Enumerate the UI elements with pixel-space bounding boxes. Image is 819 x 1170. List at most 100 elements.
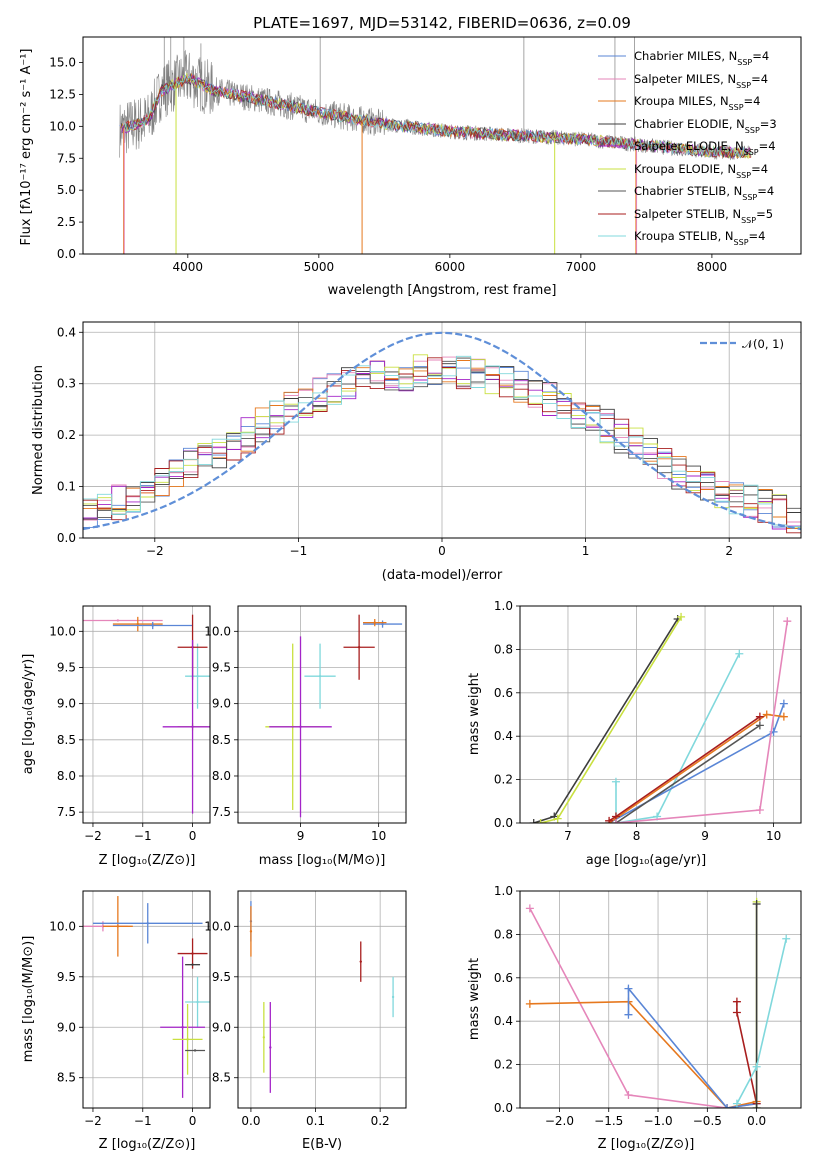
legend-value: =5 (756, 207, 773, 221)
tick-label-x: 8000 (697, 260, 728, 274)
axes-frame (237, 605, 407, 824)
data-point-salpeter-elodie (299, 725, 302, 728)
model-line-kroupa-stelib (123, 74, 752, 159)
tick-label-y: 0.6 (494, 971, 513, 985)
tick-label-x: 7 (564, 829, 572, 843)
tick-label-y: 10.0 (49, 919, 76, 933)
marker-kroupa-miles (762, 710, 771, 719)
axes-frame (82, 890, 211, 1109)
marker-kroupa-stelib (735, 649, 744, 658)
legend-label-chabrier-stelib: Chabrier STELIB, NSSP=4 (634, 184, 774, 202)
data-point-kroupa-elodie (262, 1036, 266, 1039)
legend-text: Salpeter STELIB, N (634, 207, 741, 221)
legend-value: =4 (752, 49, 769, 63)
mass-weight-vs-age-xlabel: age [log₁₀(age/yr)] (586, 853, 707, 868)
tick-label-x: −1.0 (643, 1114, 672, 1128)
data-point-kroupa-miles (136, 622, 139, 626)
tick-label-y: 9.5 (57, 970, 76, 984)
tick-label-y: 9.0 (57, 1020, 76, 1034)
tick-label-x: 0.1 (306, 1114, 325, 1128)
marker-salpeter-miles (755, 805, 764, 814)
tick-label-y: 8.5 (57, 1071, 76, 1085)
marker-salpeter-stelib (732, 1008, 741, 1017)
data-point-kroupa-stelib (196, 674, 199, 678)
tick-label-x: 10 (371, 829, 386, 843)
series-line-chabrier-miles (627, 986, 757, 1108)
plot-body (83, 896, 210, 1098)
tick-label-y: 10.0 (204, 624, 231, 638)
grid (83, 606, 210, 823)
legend-label-salpeter-elodie: Salpeter ELODIE, NSSP=4 (634, 139, 776, 157)
tick-label-y: 8.5 (212, 733, 231, 747)
legend-value: =4 (744, 94, 761, 108)
data-point-kroupa-stelib (391, 995, 395, 999)
legend-value: =3 (760, 117, 777, 131)
legend-text: Chabrier ELODIE, N (634, 117, 745, 131)
mass-vs-metallicity-plot: −2 −1 0 8.5 9.0 9.5 10.0 (49, 890, 211, 1128)
marker-salpeter-stelib (755, 712, 764, 721)
tick-label-y: 0.6 (494, 686, 513, 700)
legend-label-chabrier-elodie: Chabrier ELODIE, NSSP=3 (634, 117, 777, 135)
axes-frame (519, 605, 802, 824)
tick-label-y: 0.0 (57, 531, 76, 545)
spectrum-xlabel: wavelength [Angstrom, rest frame] (328, 283, 557, 298)
residuals-xlabel: (data-model)/error (382, 568, 503, 583)
tick-label-y: 7.5 (57, 805, 76, 819)
tick-label-y: 12.5 (49, 87, 76, 101)
legend-value: =4 (759, 139, 776, 153)
series-line-chabrier-stelib (615, 724, 761, 823)
spectrum-legend: Chabrier MILES, NSSP=4 Salpeter MILES, N… (598, 49, 777, 247)
marker-kroupa-miles (779, 712, 788, 721)
tick-label-y: 9.0 (212, 1020, 231, 1034)
tick-label-y: 0.0 (57, 247, 76, 261)
marker-salpeter-stelib (732, 997, 741, 1006)
plot-body (83, 614, 210, 814)
data-point-chabrier-miles (146, 922, 149, 925)
tick-label-x: −1 (134, 1114, 152, 1128)
figure-title: PLATE=1697, MJD=53142, FIBERID=0636, z=0… (253, 14, 631, 32)
tick-label-y: 0.4 (494, 729, 513, 743)
marker-chabrier-miles (779, 699, 788, 708)
tick-label-x: 0.0 (747, 1114, 766, 1128)
tick-label-y: 0.2 (57, 428, 76, 442)
mass-weight-vs-metallicity-plot: −2.0 −1.5 −1.0 −0.5 0.0 0.0 0.2 0.4 0.6 0.8 1.0 (494, 884, 802, 1128)
residuals-legend: 𝒩(0, 1) (700, 337, 784, 351)
age-vs-metallicity-plot: −2 −1 0 7.5 8.0 8.5 9.0 9.5 10.0 (49, 605, 211, 843)
series-line-kroupa-stelib (615, 653, 741, 823)
data-point-chabrier-elodie (191, 963, 194, 966)
grid (520, 605, 801, 824)
data-point-salpeter-elodie (269, 1046, 272, 1049)
tick-label-y: 10.0 (204, 919, 231, 933)
data-point-salpeter-elodie (181, 1026, 184, 1029)
legend-sub: SSP (741, 216, 756, 225)
tick-label-y: 10.0 (49, 119, 76, 133)
series-line-salpeter-miles (529, 908, 757, 1108)
tick-label-y: 9.5 (212, 660, 231, 674)
tick-label-y: 0.4 (494, 1014, 513, 1028)
age-vs-metallicity-panel: −2 −1 0 7.5 8.0 8.5 9.0 9.5 10.0 Z [log₁₀(Z/Z⊙)]… (21, 605, 211, 868)
tick-label-y: 7.5 (57, 151, 76, 165)
tick-label-x: 1 (582, 544, 590, 558)
marker-chabrier-stelib (755, 721, 764, 730)
plot-body (249, 901, 395, 1093)
tick-label-y: 1.0 (494, 884, 513, 898)
marker-salpeter-miles (525, 904, 534, 913)
tick-label-x: 6000 (435, 260, 466, 274)
tick-label-y: 0.1 (57, 480, 76, 494)
marker-chabrier-miles (723, 1104, 732, 1108)
spectrum-plot: 4000 5000 6000 7000 8000 0.0 2.5 5.0 7.5 10.0 12.5… (49, 36, 802, 274)
legend-text: Kroupa ELODIE, N (634, 162, 736, 176)
data-point-kroupa-miles (249, 930, 253, 933)
grid (238, 891, 406, 1108)
marker-kroupa-elodie (536, 819, 545, 823)
marker-chabrier-elodie (752, 900, 761, 909)
tick-label-y: 0.3 (57, 377, 76, 391)
tick-label-y: 0.2 (494, 773, 513, 787)
tick-label-x: 9 (701, 829, 709, 843)
data-point-kroupa-stelib (318, 674, 322, 678)
series-line-kroupa-miles (529, 1000, 757, 1108)
mass-weight-vs-age-panel: 7 8 9 10 0.0 0.2 0.4 0.6 0.8 1.0 age [log₁₀(age/y… (467, 599, 802, 868)
marker-kroupa-miles (525, 999, 534, 1008)
tick-label-x: −0.5 (693, 1114, 722, 1128)
tick-label-y: 8.0 (57, 769, 76, 783)
